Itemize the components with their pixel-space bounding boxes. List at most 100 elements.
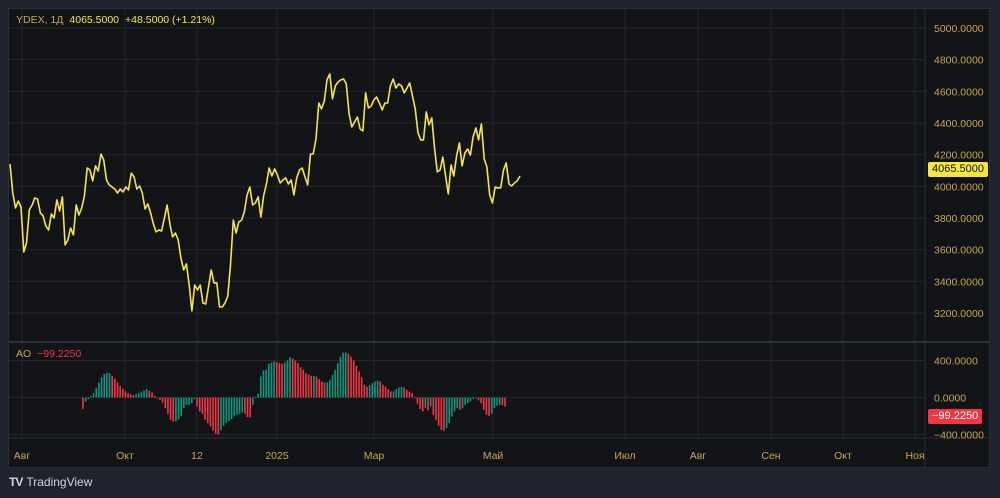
ao-bar xyxy=(249,397,252,418)
ao-bar xyxy=(257,393,259,398)
time-tick: Окт xyxy=(116,450,134,462)
ao-axis[interactable]: 400.0000 0.0000 −400.0000 xyxy=(934,356,984,442)
tradingview-brand[interactable]: TV TradingView xyxy=(9,475,92,489)
price-axis[interactable]: 5000.0000 4800.0000 4600.0000 4400.0000 4200… xyxy=(934,23,984,320)
chart-frame[interactable] xyxy=(8,8,990,468)
ao-bar xyxy=(379,381,382,398)
ao-bar xyxy=(201,397,204,414)
ao-bar xyxy=(350,356,352,398)
main-legend[interactable]: YDEX, 1Д 4065.5000 +48.5000 (+1.21%) xyxy=(16,14,215,26)
time-tick: Ноя xyxy=(905,450,924,462)
ao-bar xyxy=(193,397,196,400)
ao-bar xyxy=(164,397,167,409)
time-tick: Сен xyxy=(761,450,780,462)
ao-bar xyxy=(183,397,185,409)
ao-bar xyxy=(302,369,305,398)
ao-bar xyxy=(448,397,451,424)
ao-bar xyxy=(159,397,161,400)
ao-bar xyxy=(103,373,106,398)
ao-bar xyxy=(204,397,206,420)
ao-bar xyxy=(198,397,201,412)
ao-bar xyxy=(376,380,379,398)
ao-bar xyxy=(191,397,193,404)
ao-bar xyxy=(421,397,424,412)
ao-bar xyxy=(331,374,334,398)
ao-bar xyxy=(228,397,230,422)
ao-bar xyxy=(260,376,262,398)
ao-bar xyxy=(347,353,350,398)
price-tick: 4000.0000 xyxy=(934,181,984,193)
ao-bar xyxy=(490,397,493,414)
ao-bar xyxy=(363,384,366,398)
ao-bar xyxy=(206,397,209,424)
ao-bar xyxy=(352,360,355,398)
last-price-label: 4065.5000 xyxy=(69,14,120,26)
price-line xyxy=(9,73,521,312)
change-label: +48.5000 (+1.21%) xyxy=(125,14,215,26)
ao-bar xyxy=(440,397,443,430)
ao-bar xyxy=(119,385,121,398)
ao-bar xyxy=(326,382,328,398)
ao-bar xyxy=(153,395,156,398)
ao-bar xyxy=(111,375,113,398)
ao-bar xyxy=(209,397,212,427)
ao-bar xyxy=(114,378,116,398)
ao-tick: −400.0000 xyxy=(934,430,984,442)
ao-bar xyxy=(400,386,403,398)
ao-bar xyxy=(360,377,363,398)
ao-bar xyxy=(405,389,408,398)
price-tick: 4600.0000 xyxy=(934,86,984,98)
ao-bar xyxy=(169,397,172,420)
ao-bar xyxy=(411,393,413,398)
ao-bar xyxy=(116,382,119,398)
ao-bar xyxy=(419,397,421,410)
ao-bar xyxy=(390,391,392,398)
ao-bar xyxy=(318,379,321,398)
ao-bar xyxy=(482,397,485,410)
ao-bar xyxy=(127,393,129,398)
ao-bar xyxy=(384,386,387,398)
ao-bar xyxy=(504,397,506,407)
ao-bar xyxy=(368,385,371,398)
ao-bar xyxy=(87,397,90,400)
price-tick: 5000.0000 xyxy=(934,23,984,35)
ao-bar xyxy=(156,397,159,399)
time-axis[interactable]: Авг Окт 12 2025 Мар Май Июл Авг Сен Окт Ноя xyxy=(14,450,925,462)
time-tick: Авг xyxy=(690,450,707,462)
ao-bar xyxy=(291,358,294,398)
ao-bar xyxy=(177,397,180,420)
price-tick: 4200.0000 xyxy=(934,150,984,162)
ao-bar xyxy=(275,362,278,398)
ao-bar xyxy=(238,397,241,414)
ao-bar xyxy=(230,397,233,420)
ao-bar xyxy=(488,397,490,416)
ao-bar xyxy=(246,397,249,418)
ao-legend[interactable]: AO −99.2250 xyxy=(16,348,81,360)
ao-bar xyxy=(366,386,368,398)
ao-last-badge: −99.2250 xyxy=(928,409,983,424)
ao-bar xyxy=(435,397,437,420)
tradingview-logo-icon: TV xyxy=(9,475,23,489)
ao-bar xyxy=(443,397,445,431)
ao-bar xyxy=(98,382,100,398)
ao-bar xyxy=(273,361,275,398)
ao-bar xyxy=(459,397,461,410)
ao-bar xyxy=(371,383,374,398)
ao-bar xyxy=(493,397,496,409)
ao-bar xyxy=(289,357,291,398)
ao-bar xyxy=(267,363,270,398)
ao-bar xyxy=(451,397,453,417)
ao-bar xyxy=(286,360,289,398)
time-tick: Мар xyxy=(364,450,385,462)
ao-bar xyxy=(334,369,336,398)
ao-bar xyxy=(416,397,419,404)
ao-bar xyxy=(220,397,222,431)
ao-bar xyxy=(432,397,435,415)
ao-bar xyxy=(336,363,339,398)
ao-bar xyxy=(108,373,111,398)
ao-bar xyxy=(453,397,456,412)
price-tick: 3200.0000 xyxy=(934,308,984,320)
ao-bar xyxy=(135,393,137,398)
ao-bar xyxy=(429,397,432,407)
